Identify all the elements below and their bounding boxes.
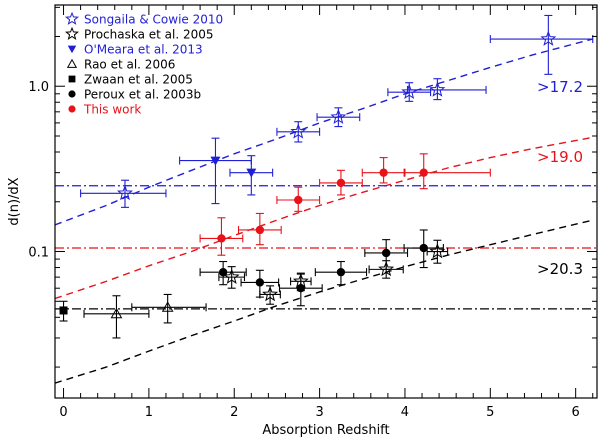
data-point (223, 268, 240, 284)
x-tick-label: 6 (572, 405, 580, 420)
legend-marker (68, 90, 76, 98)
legend-label: O'Meara et al. 2013 (84, 43, 203, 57)
legend-marker (67, 45, 77, 54)
series-0 (80, 14, 594, 208)
legend-label: Peroux et al. 2003b (84, 88, 201, 102)
legend-marker (64, 11, 80, 25)
legend-item-6: This work (68, 103, 141, 117)
legend-marker (68, 75, 76, 83)
legend-label: Rao et al. 2006 (84, 58, 175, 72)
data-point (429, 243, 446, 259)
data-point (116, 184, 133, 201)
x-tick-label: 4 (401, 405, 409, 420)
data-point (217, 234, 226, 243)
series-6 (199, 153, 491, 256)
legend-label: Zwaan et al. 2005 (84, 73, 193, 87)
data-point (218, 267, 228, 277)
axis-ticks: 0 1 2 3 4 5 6 0.1 1.0 (28, 5, 597, 420)
legend-label: Prochaska et al. 2005 (84, 28, 214, 42)
data-point (379, 168, 388, 177)
series-2 (179, 137, 274, 205)
y-tick-label: 1.0 (28, 80, 49, 95)
data-series (59, 14, 594, 339)
data-point (381, 248, 391, 258)
data-point (330, 108, 347, 124)
data-point (429, 81, 446, 97)
annotation-label-2: >20.3 (537, 260, 583, 278)
annotation-label-1: >19.0 (537, 148, 583, 166)
data-point (378, 261, 395, 277)
legend-item-0: Songaila & Cowie 2010 (64, 11, 223, 27)
legend-item-2: O'Meara et al. 2013 (67, 43, 203, 57)
y-axis-title: d(n)/dX (7, 177, 22, 225)
data-point (419, 243, 428, 253)
x-axis-title: Absorption Redshift (262, 423, 389, 438)
legend-item-1: Prochaska et al. 2005 (64, 26, 214, 42)
data-point (161, 301, 174, 312)
data-point (255, 225, 265, 235)
data-point (262, 286, 279, 302)
annotation-label-0: >17.2 (537, 78, 583, 96)
legend-marker (66, 58, 78, 68)
data-point (290, 123, 307, 139)
legend-item-3: Rao et al. 2006 (66, 58, 175, 72)
series-5 (199, 229, 444, 307)
reference-lines (55, 185, 597, 310)
data-point (210, 156, 221, 166)
series-3 (83, 293, 207, 339)
model-curve-2 (55, 219, 593, 384)
model-curve-0 (55, 38, 593, 226)
data-point (110, 307, 123, 319)
data-point (419, 168, 428, 177)
legend-label: Songaila & Cowie 2010 (84, 13, 223, 27)
model-curves (55, 38, 593, 384)
annotations: >17.2 >19.0 >20.3 (537, 78, 583, 278)
legend-item-5: Peroux et al. 2003b (68, 88, 201, 102)
x-tick-label: 5 (486, 405, 494, 420)
data-point (59, 306, 68, 315)
x-tick-label: 3 (315, 405, 323, 420)
data-point (246, 168, 257, 178)
legend-item-4: Zwaan et al. 2005 (68, 73, 193, 87)
legend-label: This work (83, 103, 141, 117)
model-curve-1 (55, 136, 593, 300)
data-point (255, 278, 265, 287)
series-4 (59, 300, 68, 322)
legend-marker (64, 26, 80, 40)
x-tick-label: 0 (59, 405, 67, 420)
data-point (294, 195, 303, 205)
x-tick-label: 2 (230, 405, 238, 420)
legend-marker (68, 105, 76, 113)
data-point (540, 30, 557, 46)
data-point (296, 284, 306, 293)
x-tick-label: 1 (145, 405, 153, 420)
data-point (336, 178, 346, 188)
y-tick-label: 0.1 (28, 246, 49, 261)
data-point (336, 267, 346, 277)
